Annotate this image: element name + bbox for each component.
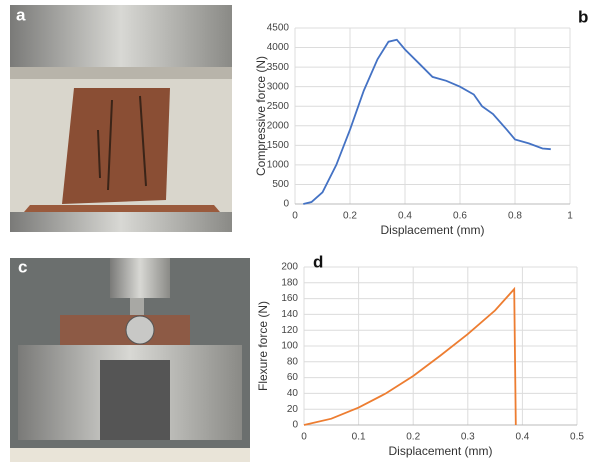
y-tick-label: 80 xyxy=(287,356,299,367)
x-tick-label: 0.2 xyxy=(406,432,420,443)
y-axis-title: Flexure force (N) xyxy=(256,301,270,391)
photo-c: c xyxy=(10,257,250,462)
y-tick-label: 120 xyxy=(281,325,298,336)
panel-label: c xyxy=(18,257,27,276)
x-tick-label: 0 xyxy=(292,211,298,222)
x-tick-label: 0.2 xyxy=(343,211,357,222)
y-tick-label: 500 xyxy=(272,179,289,190)
y-tick-label: 40 xyxy=(287,388,299,399)
y-tick-label: 1500 xyxy=(267,140,290,151)
y-tick-label: 60 xyxy=(287,372,299,383)
x-tick-label: 0.1 xyxy=(352,432,366,443)
panel-label: b xyxy=(578,7,588,26)
x-tick-label: 1 xyxy=(567,211,573,222)
y-tick-label: 4000 xyxy=(267,42,290,53)
x-tick-label: 0 xyxy=(301,432,307,443)
y-tick-label: 3000 xyxy=(267,81,290,92)
y-tick-label: 1000 xyxy=(267,160,290,171)
x-tick-label: 0.6 xyxy=(453,211,467,222)
y-axis-title: Compressive force (N) xyxy=(254,56,268,176)
data-line xyxy=(303,286,517,426)
panel-label: a xyxy=(16,5,26,24)
y-tick-label: 20 xyxy=(287,404,299,415)
y-tick-label: 2500 xyxy=(267,101,290,112)
y-tick-label: 2000 xyxy=(267,120,290,131)
x-tick-label: 0.4 xyxy=(515,432,529,443)
y-tick-label: 4500 xyxy=(267,23,290,34)
x-tick-label: 0.8 xyxy=(508,211,522,222)
y-tick-label: 0 xyxy=(292,420,298,431)
x-tick-label: 0.3 xyxy=(461,432,475,443)
y-tick-label: 3500 xyxy=(267,62,290,73)
x-axis-title: Displacement (mm) xyxy=(388,444,492,458)
x-tick-label: 0.4 xyxy=(398,211,412,222)
panel-label: d xyxy=(313,252,323,271)
x-tick-label: 0.5 xyxy=(570,432,584,443)
y-tick-label: 180 xyxy=(281,277,298,288)
y-tick-label: 200 xyxy=(281,262,298,273)
data-line xyxy=(303,38,551,205)
y-tick-label: 160 xyxy=(281,293,298,304)
photo-a: a xyxy=(10,5,232,232)
y-tick-label: 140 xyxy=(281,309,298,320)
y-tick-label: 0 xyxy=(283,199,289,210)
x-axis-title: Displacement (mm) xyxy=(380,223,484,237)
y-tick-label: 100 xyxy=(281,341,298,352)
